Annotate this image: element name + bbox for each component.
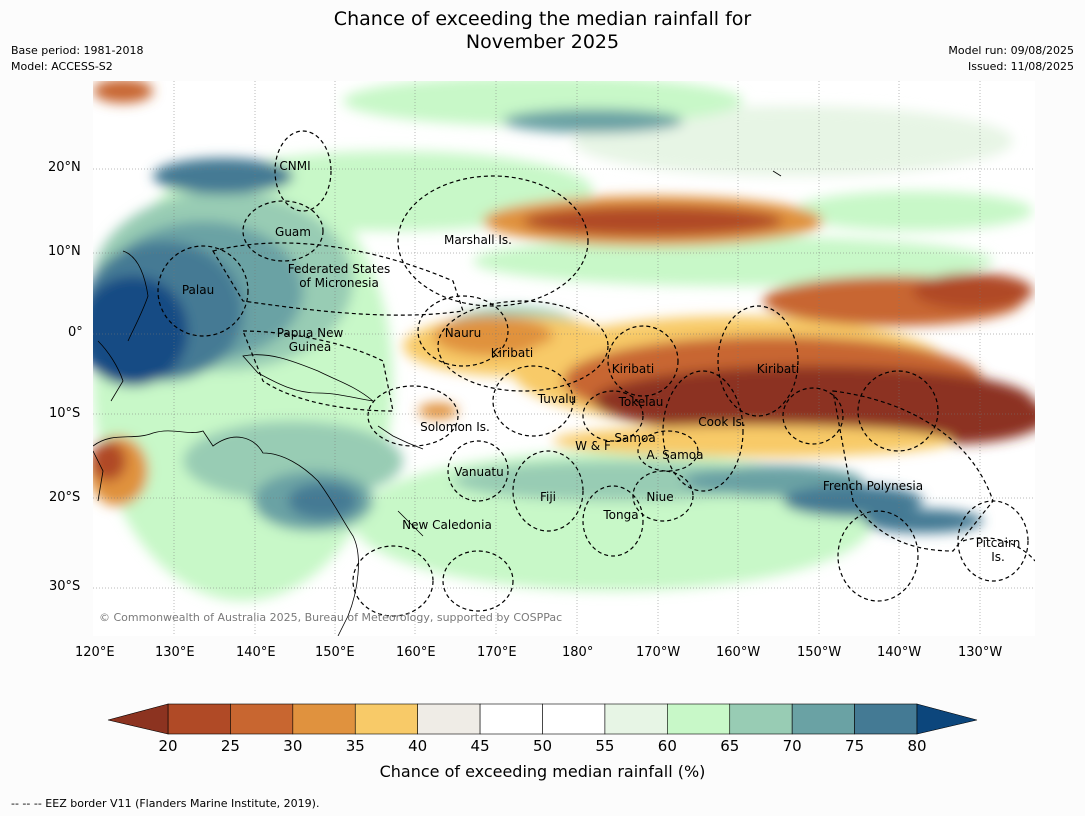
rainfall-map: CNMI Guam Marshall Is. Federated States … [93,81,1035,636]
colorbar-tick: 35 [345,737,365,755]
graticule [93,81,1035,636]
colorbar-cell [479,703,543,735]
colorbar-tick: 25 [220,737,240,755]
colorbar-cell [729,703,793,735]
label-tokelau: Tokelau [618,395,664,409]
colorbar-cell [230,703,294,735]
colorbar-tick: 70 [782,737,802,755]
colorbar-cell [292,703,356,735]
lon-tick-150e: 150°E [315,645,355,660]
lon-tick-180: 180° [562,645,594,660]
colorbar-tick: 20 [158,737,178,755]
colorbar-over-arrow [916,703,978,735]
lon-tick-130e: 130°E [155,645,195,660]
label-nauru: Nauru [445,326,481,340]
label-png-1: Papua New [277,326,344,340]
lat-tick-10s: 10°S [49,406,81,421]
label-cook-is: Cook Is. [698,415,745,429]
colorbar [107,703,978,735]
label-kiribati-west: Kiribati [491,346,533,360]
colorbar-cell [667,703,731,735]
label-fiji: Fiji [540,490,556,504]
colorbar-cell [417,703,481,735]
colorbar-cell [791,703,855,735]
label-marshall-is: Marshall Is. [444,233,512,247]
colorbar-cell [604,703,668,735]
lon-tick-150w: 150°W [797,645,842,660]
lon-tick-120e: 120°E [75,645,115,660]
colorbar-tick: 80 [907,737,927,755]
label-french-polynesia: French Polynesia [823,479,923,493]
label-w-and-f: W & F [575,439,611,453]
colorbar-label: Chance of exceeding median rainfall (%) [379,762,706,781]
colorbar-tick: 65 [720,737,740,755]
label-fsm-1: Federated States [288,262,390,276]
label-pitcairn-2: Is. [991,550,1005,564]
label-pitcairn-1: Pitcairn [976,536,1021,550]
label-png-2: Guinea [289,340,332,354]
colorbar-cell [167,703,231,735]
label-fsm-2: of Micronesia [299,276,379,290]
lat-tick-20n: 20°N [48,160,81,175]
label-tonga: Tonga [602,508,638,522]
issued-text: Issued: 11/08/2025 [967,60,1074,73]
rainfall-field [93,81,1035,601]
coastlines [93,170,782,636]
colorbar-tick: 30 [283,737,303,755]
label-vanuatu: Vanuatu [454,465,504,479]
label-a-samoa: A. Samoa [647,448,704,462]
lon-tick-170w: 170°W [636,645,681,660]
colorbar-tick: 45 [470,737,490,755]
title-line-1: Chance of exceeding the median rainfall … [333,8,752,30]
lon-tick-130w: 130°W [958,645,1003,660]
colorbar-tick: 55 [595,737,615,755]
label-kiribati-central: Kiribati [612,362,654,376]
lat-tick-20s: 20°S [49,490,81,505]
label-guam: Guam [275,225,311,239]
title-line-2: November 2025 [465,31,620,53]
label-palau: Palau [182,283,214,297]
colorbar-cell [854,703,918,735]
colorbar-tick: 50 [532,737,553,755]
model-text: Model: ACCESS-S2 [11,60,113,73]
colorbar-under-arrow [107,703,169,735]
label-samoa: Samoa [614,431,655,445]
chart-title: Chance of exceeding the median rainfall … [0,8,1085,54]
colorbar-tick: 40 [408,737,428,755]
colorbar-tick: 60 [657,737,677,755]
model-run-text: Model run: 09/08/2025 [948,44,1074,57]
label-solomon-is: Solomon Is. [420,420,490,434]
lat-tick-30s: 30°S [49,579,81,594]
label-kiribati-east: Kiribati [757,362,799,376]
lon-tick-160e: 160°E [396,645,436,660]
lon-tick-160w: 160°W [716,645,761,660]
meta-right: Model run: 09/08/2025 Issued: 11/08/2025 [948,43,1074,75]
copyright-text: © Commonwealth of Australia 2025, Bureau… [99,611,562,624]
label-cnmi: CNMI [279,159,310,173]
colorbar-tick: 75 [845,737,865,755]
label-niue: Niue [646,490,673,504]
lat-tick-0: 0° [68,325,83,340]
base-period-text: Base period: 1981-2018 [11,44,144,57]
lat-tick-10n: 10°N [48,244,81,259]
meta-left: Base period: 1981-2018 Model: ACCESS-S2 [11,43,143,75]
colorbar-cell [354,703,418,735]
eez-footnote: -- -- -- EEZ border V11 (Flanders Marine… [11,797,320,810]
colorbar-cell [542,703,606,735]
lon-tick-170e: 170°E [477,645,517,660]
label-new-caledonia: New Caledonia [402,518,492,532]
lon-tick-140w: 140°W [877,645,922,660]
map-labels: CNMI Guam Marshall Is. Federated States … [182,159,1020,564]
lon-tick-140e: 140°E [236,645,276,660]
label-tuvalu: Tuvalu [537,392,577,406]
eez-borders [157,130,1035,617]
